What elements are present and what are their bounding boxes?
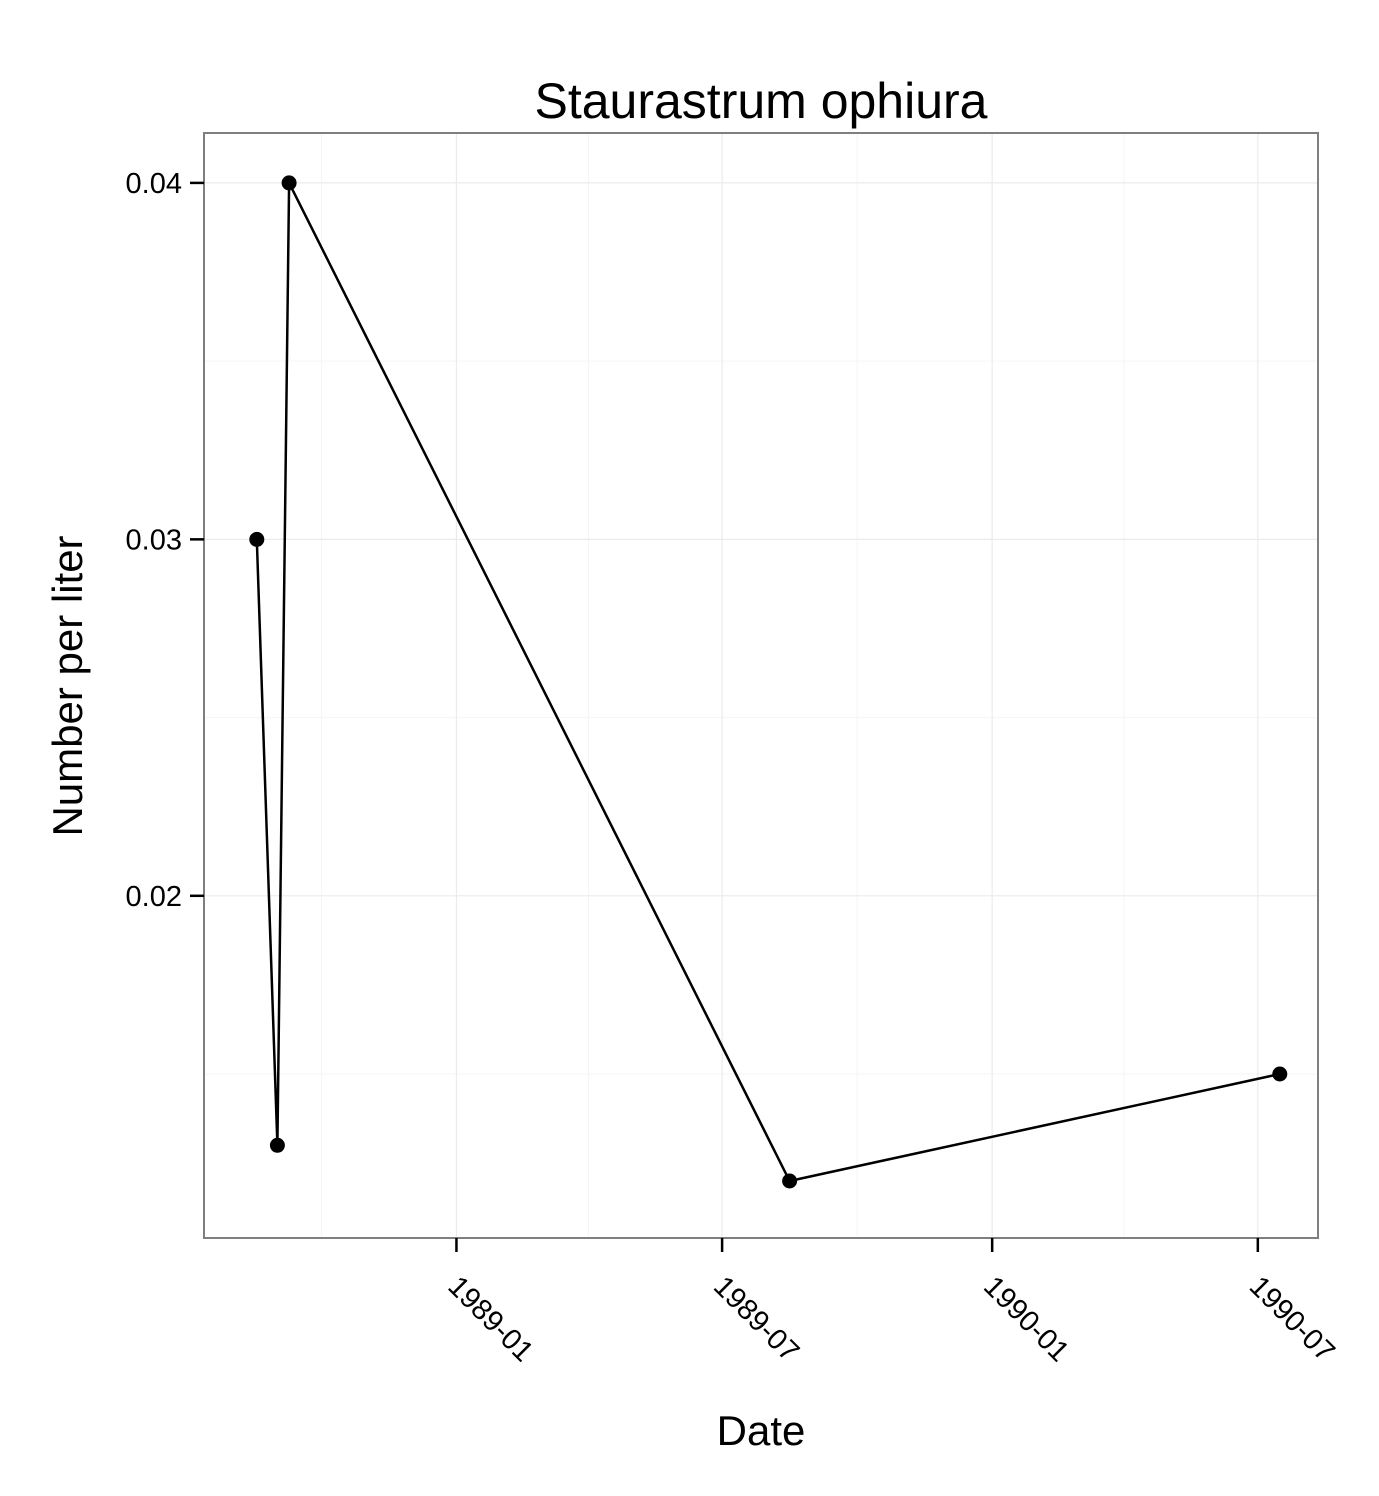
data-point — [249, 531, 265, 547]
major-gridlines — [204, 133, 1318, 1238]
y-axis-title: Number per liter — [44, 535, 91, 836]
x-axis: 1989-01 1989-07 1990-01 1990-07 — [441, 1238, 1341, 1368]
data-point — [782, 1173, 798, 1189]
y-axis: 0.02 0.03 0.04 — [126, 168, 204, 913]
x-axis-title: Date — [717, 1407, 806, 1454]
plot-panel — [204, 133, 1318, 1238]
x-tick-label: 1989-07 — [707, 1270, 805, 1368]
data-point — [269, 1137, 285, 1153]
data-point — [281, 175, 297, 191]
y-tick-label: 0.03 — [126, 524, 182, 556]
y-tick-label: 0.04 — [126, 168, 182, 200]
series-layer — [249, 175, 1288, 1189]
data-point — [1272, 1066, 1288, 1082]
minor-gridlines — [204, 133, 1318, 1238]
y-tick-label: 0.02 — [126, 881, 182, 913]
plot-border — [203, 132, 1319, 1239]
chart-title: Staurastrum ophiura — [534, 73, 987, 129]
x-tick-label: 1990-01 — [977, 1270, 1075, 1368]
x-tick-label: 1990-07 — [1243, 1270, 1341, 1368]
x-tick-label: 1989-01 — [441, 1270, 539, 1368]
